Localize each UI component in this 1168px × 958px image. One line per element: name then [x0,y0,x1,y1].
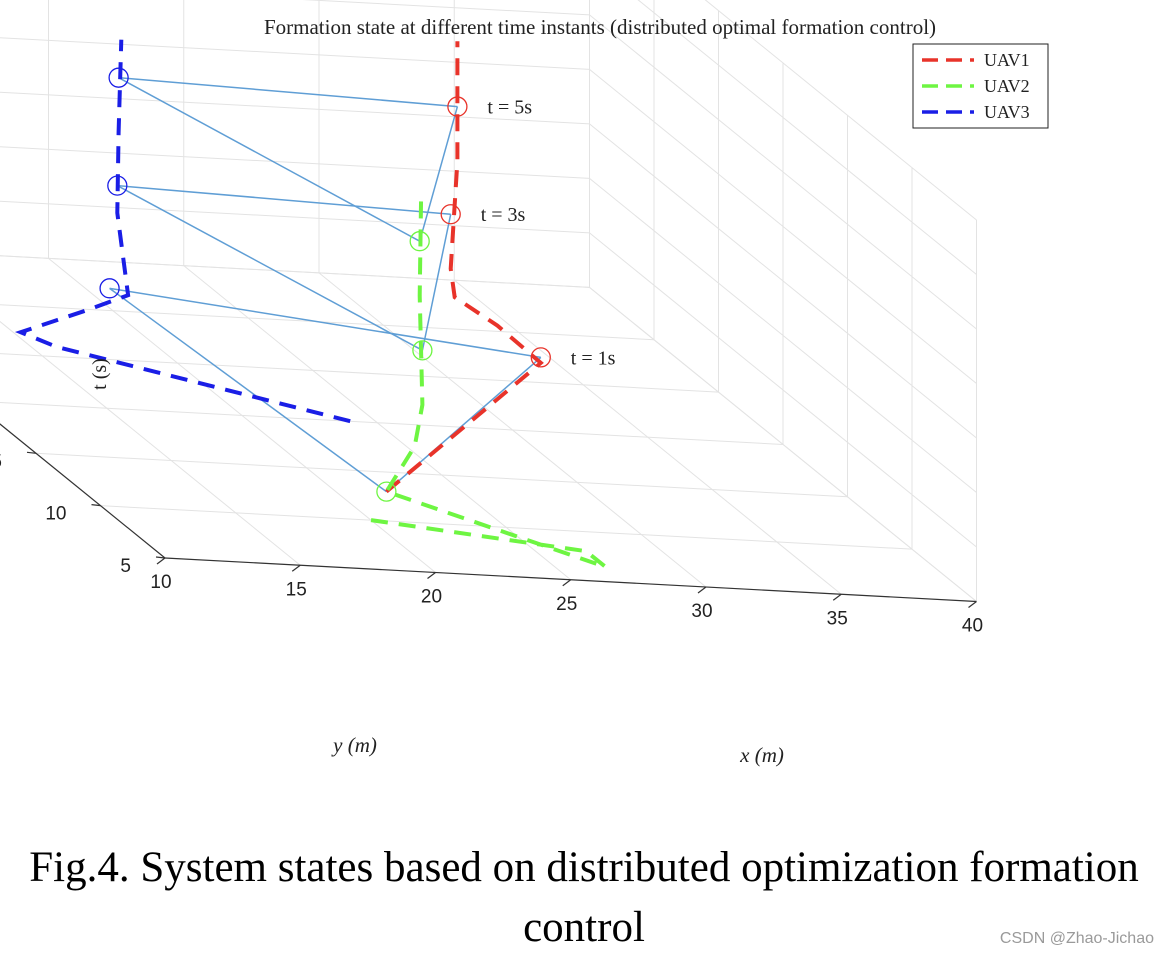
formation-marker-uav2 [376,481,397,502]
formation-markers: t = 1s t = 3s t = 5s [99,67,616,502]
x-tick-label: 15 [286,579,307,600]
x-tick-mark [562,579,572,587]
grid-line [100,505,913,550]
grid-line [302,0,590,16]
grid-line [589,14,977,330]
formation-marker-uav1 [530,347,551,368]
y-tick-mark [26,451,37,454]
grid-line [0,146,590,179]
formation-marker-uav1 [440,204,461,225]
figure-caption: Fig.4. System states based on distribute… [0,838,1168,958]
formation-link [421,214,452,351]
formation-marker-uav3 [99,278,120,299]
grid-line [589,232,977,548]
x-tick-label: 10 [150,572,171,593]
grid-line [589,123,977,439]
time-instant-label: t = 1s [571,347,616,369]
formation-marker-uav3 [108,67,129,88]
tick-labels: 1015202530354051015202530350102030405060… [0,451,983,637]
x-tick-mark [697,586,707,594]
y-axis-label: y (m) [331,733,377,757]
formation-links [109,76,542,493]
chart-3d-plot: t = 1st = 3st = 5s 101520253035405101520… [0,0,1049,767]
legend-label-uav2: UAV2 [984,76,1030,96]
legend-label-uav3: UAV3 [984,102,1030,122]
x-tick-label: 30 [691,601,712,622]
formation-link [109,287,541,359]
x-tick-mark [832,593,842,601]
grid-line [0,200,590,234]
caption-line-2: control [523,904,645,951]
grid-line [0,37,590,70]
legend-label-uav1: UAV1 [984,50,1030,70]
x-tick-label: 40 [962,616,983,637]
series-line-uav2 [370,196,607,569]
x-tick-label: 20 [421,587,442,608]
watermark: CSDN @Zhao-Jichao [999,930,1154,947]
grid-line [589,178,977,493]
formation-link [118,77,421,242]
x-axis-label: x (m) [739,743,784,767]
y-tick-label: 10 [45,504,66,525]
gridlines [0,0,977,602]
formation-link [109,287,387,493]
z-axis-label: t (s) [89,358,111,390]
y-tick-label: 15 [0,451,2,472]
grid-line [0,401,784,445]
series-line-uav1 [385,41,544,494]
x-tick-mark [156,557,166,565]
formation-marker-uav3 [107,175,128,196]
grid-line [0,255,590,288]
y-tick-label: 5 [120,556,131,577]
grid-line [589,69,977,384]
formation-marker-uav1 [447,96,468,117]
grid-line [704,0,977,221]
series-line-uav3 [14,39,351,424]
time-instant-label: t = 5s [487,97,532,119]
formation-link [116,184,423,352]
grid-line [637,0,977,275]
chart-title: Formation state at different time instan… [264,15,936,39]
y-tick-mark [91,504,101,507]
series-lines [14,39,607,569]
caption-line-1: Fig.4. System states based on distribute… [29,844,1139,891]
formation-link [118,76,458,108]
formation-marker-uav2 [409,231,430,252]
chart-container: t = 1st = 3st = 5s 101520253035405101520… [0,0,1049,767]
time-instant-label: t = 3s [481,204,526,226]
y-axis-line [0,423,166,559]
legend: UAV1 UAV2 UAV3 [912,43,1049,129]
y-tick-mark [155,556,166,559]
legend-items: UAV1 UAV2 UAV3 [922,50,1030,122]
grid-line [0,353,719,393]
x-tick-label: 25 [556,594,577,615]
x-tick-mark [427,572,436,579]
formation-link [418,106,459,242]
formation-marker-uav2 [412,340,433,361]
grid-line [0,423,166,559]
x-tick-label: 35 [827,608,848,629]
grid-line [0,304,655,341]
x-tick-mark [291,564,301,572]
grid-line [35,452,848,498]
axes [0,423,977,608]
x-tick-mark [968,601,977,608]
formation-link [117,184,451,215]
